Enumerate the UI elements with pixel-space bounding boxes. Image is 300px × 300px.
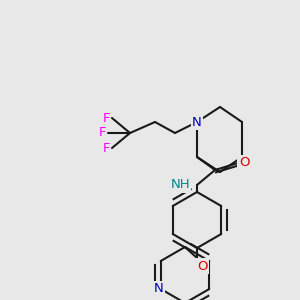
Text: O: O [197, 260, 207, 272]
Text: NH: NH [170, 178, 190, 191]
Text: O: O [239, 157, 249, 169]
Text: F: F [102, 112, 110, 124]
Text: N: N [154, 283, 164, 296]
Text: F: F [98, 127, 106, 140]
Text: F: F [102, 142, 110, 154]
Text: N: N [192, 116, 202, 128]
